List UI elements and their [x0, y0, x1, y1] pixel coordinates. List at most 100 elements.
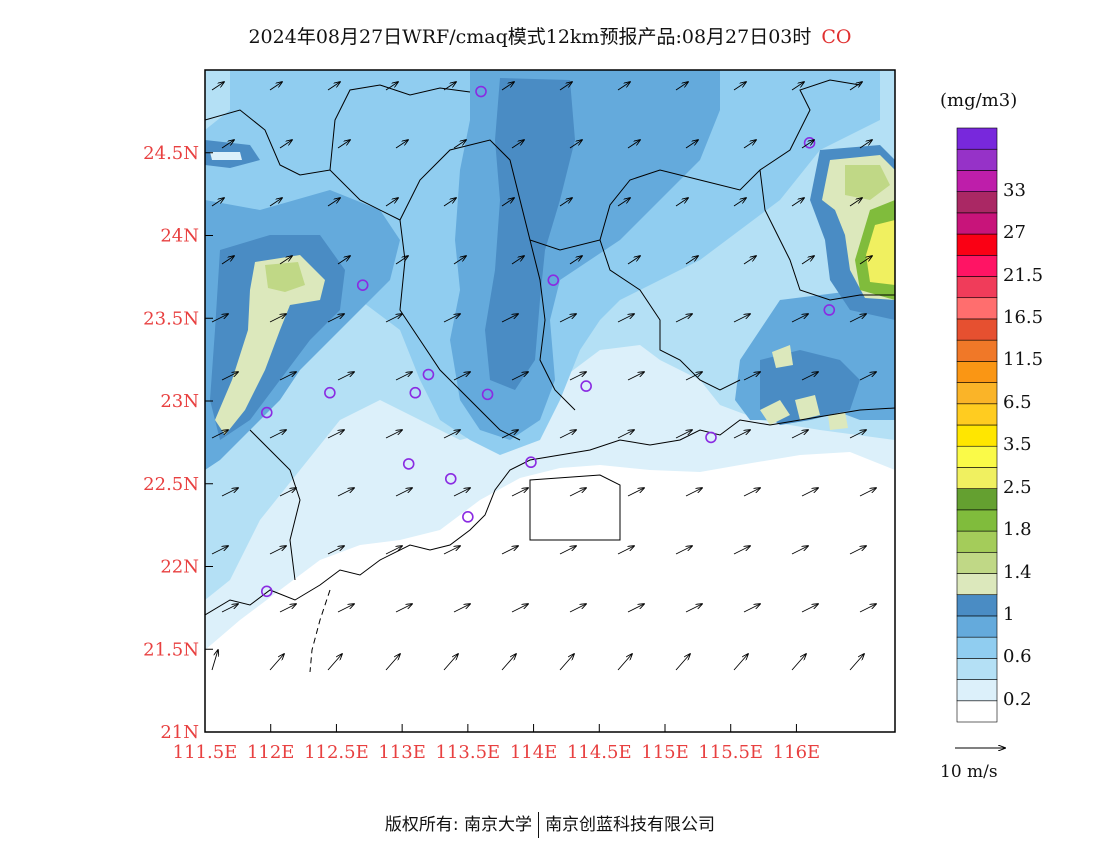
- wind-arrow: [337, 140, 350, 149]
- colorbar-tick-label: 16.5: [1003, 306, 1044, 328]
- wind-arrow: [559, 198, 572, 207]
- colorbar-swatch: [956, 212, 998, 235]
- wind-arrow: [211, 546, 228, 555]
- chart-title: 2024年08月27日WRF/cmaq模式12km预报产品:08月27日03时 C…: [0, 22, 1100, 49]
- wind-arrow: [395, 604, 412, 613]
- lat-tick-label: 23N: [160, 391, 199, 412]
- wind-arrow: [569, 256, 582, 265]
- coastline: [205, 407, 895, 616]
- station-marker: [409, 386, 422, 399]
- colorbar-tick-label: 1.8: [1003, 519, 1032, 541]
- wind-arrow: [617, 654, 632, 671]
- wind-arrow: [385, 198, 398, 207]
- wind-arrow: [675, 546, 692, 555]
- wind-arrow: [269, 546, 286, 555]
- wind-arrow: [675, 82, 688, 91]
- wind-arrow: [211, 314, 228, 323]
- wind-arrow: [279, 140, 292, 149]
- wind-arrow: [501, 654, 516, 671]
- wind-arrow: [559, 430, 576, 439]
- colorbar-swatch: [956, 170, 998, 192]
- wind-arrow: [791, 654, 806, 671]
- wind-arrow: [221, 256, 234, 265]
- conc-east-spot-2: [795, 395, 820, 420]
- lon-tick-label: 113E: [378, 742, 426, 763]
- wind-arrow: [279, 372, 296, 381]
- footer-separator: [538, 812, 540, 838]
- colorbar-swatch: [956, 615, 998, 638]
- station-marker: [547, 274, 560, 286]
- wind-arrow: [559, 546, 576, 555]
- wind-arrow: [801, 372, 818, 381]
- wind-arrow: [559, 82, 572, 91]
- colorbar-tick-label: 27: [1003, 222, 1026, 244]
- axis-ticks: 111.5E 112E 112.5E 113E 113.5E 114E 114.5E 115E…: [143, 143, 820, 763]
- wind-arrow: [617, 430, 634, 439]
- lon-tick-label: 112.5E: [304, 742, 369, 763]
- station-marker: [402, 458, 415, 470]
- colorbar-tick-label: 21.5: [1003, 264, 1044, 286]
- conc-northeast-peak: [866, 220, 895, 285]
- wind-arrow: [733, 430, 750, 439]
- wind-arrow: [511, 604, 528, 613]
- wind-arrow: [327, 82, 340, 91]
- colorbar: [956, 127, 998, 723]
- wind-arrow: [743, 256, 756, 265]
- dashed-border: [309, 589, 331, 673]
- wind-arrow: [849, 546, 866, 555]
- colorbar-swatch: [956, 318, 998, 341]
- station-marker: [356, 279, 369, 291]
- hong-kong-box: [529, 474, 621, 541]
- station-marker: [475, 85, 487, 98]
- wind-arrow: [675, 654, 690, 671]
- wind-arrow: [675, 198, 688, 207]
- lon-tick-label: 113.5E: [436, 742, 501, 763]
- wind-arrow: [453, 256, 466, 265]
- wind-arrow: [453, 140, 466, 149]
- wind-reference-label: 10 m/s: [940, 762, 998, 782]
- colorbar-swatch: [956, 551, 998, 574]
- conc-west-plume: [215, 255, 325, 435]
- lat-tick-label: 23.5N: [143, 308, 199, 329]
- colorbar-unit: (mg/m3): [940, 90, 1018, 111]
- colorbar-swatch: [956, 679, 998, 702]
- colorbar-swatch: [956, 509, 998, 532]
- colorbar-tick-label: 11.5: [1003, 349, 1044, 371]
- wind-arrow: [337, 256, 350, 265]
- wind-arrow: [617, 314, 634, 323]
- colorbar-tick-label: 6.5: [1003, 391, 1032, 413]
- wind-arrow: [859, 140, 872, 149]
- wind-arrow: [443, 654, 458, 671]
- conc-east-spot-1: [760, 400, 790, 425]
- wind-arrow: [685, 604, 702, 613]
- wind-arrow: [569, 488, 586, 497]
- wind-arrow: [733, 654, 748, 671]
- colorbar-tick-label: 33: [1003, 179, 1026, 201]
- wind-arrow: [385, 430, 402, 439]
- wind-arrow: [685, 488, 702, 497]
- conc-east-spot-3: [772, 345, 793, 368]
- lon-tick-label: 114E: [510, 742, 558, 763]
- wind-arrow: [453, 372, 470, 381]
- wind-arrow: [849, 314, 866, 323]
- wind-arrow: [501, 430, 518, 439]
- wind-arrow: [559, 654, 574, 671]
- colorbar-swatch: [956, 530, 998, 553]
- wind-arrow: [511, 256, 524, 265]
- wind-arrow: [733, 198, 746, 207]
- wind-arrow: [743, 140, 756, 149]
- wind-arrow: [743, 488, 760, 497]
- copyright-footer: 版权所有: 南京大学 南京创蓝科技有限公司: [0, 810, 1100, 838]
- wind-arrow: [211, 198, 224, 207]
- colorbar-swatch: [956, 254, 998, 277]
- wind-arrow: [791, 198, 804, 207]
- colorbar-swatch: [956, 276, 998, 299]
- wind-arrow: [801, 604, 818, 613]
- colorbar-swatch: [956, 361, 998, 383]
- footer-right: 南京创蓝科技有限公司: [545, 815, 716, 835]
- wind-arrow: [569, 372, 586, 381]
- wind-arrow: [859, 488, 876, 497]
- wind-arrow: [627, 488, 644, 497]
- wind-arrow: [211, 650, 218, 671]
- wind-arrow: [385, 314, 402, 323]
